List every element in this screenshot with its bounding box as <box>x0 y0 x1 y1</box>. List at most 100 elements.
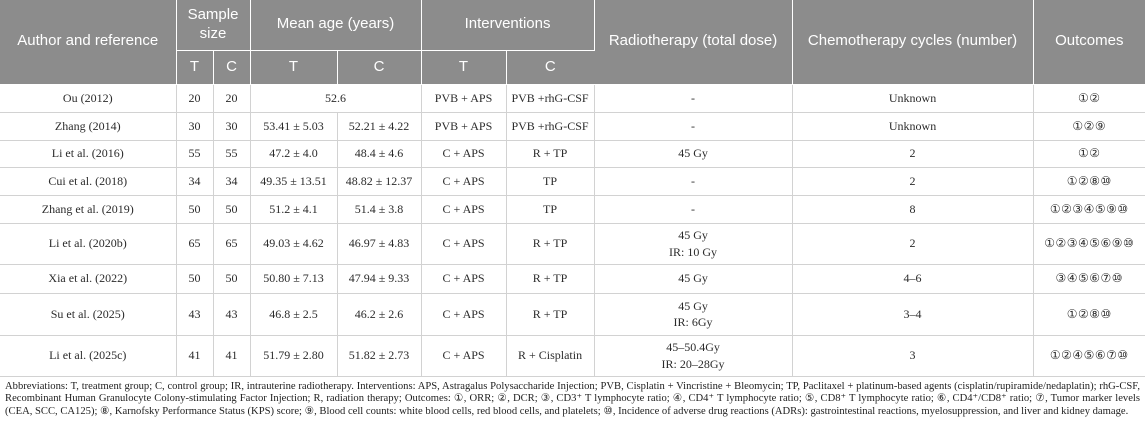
author-cell: Cui et al. (2018) <box>0 166 177 196</box>
age-t-cell: 49.03 ± 4.62 <box>249 222 338 265</box>
outcomes-cell: ①②⑧⑩ <box>1032 292 1145 336</box>
subheader-int-c: C <box>506 50 595 85</box>
intervention-t-cell: C + APS <box>420 334 507 377</box>
age-c-cell: 48.4 ± 4.6 <box>336 139 422 168</box>
outcomes-cell: ①② <box>1032 83 1145 113</box>
table-row: Xia et al. (2022) 50 50 50.80 ± 7.13 47.… <box>0 263 1145 294</box>
sample-t-cell: 43 <box>175 292 214 336</box>
abbreviations-footnote: Abbreviations: T, treatment group; C, co… <box>5 380 1140 418</box>
radiotherapy-cell: 45–50.4Gy IR: 20–28Gy <box>593 334 793 377</box>
chemo-cycles-cell: Unknown <box>791 111 1034 141</box>
chemo-cycles-cell: 8 <box>791 194 1034 224</box>
header-outcomes: Outcomes <box>1033 0 1145 85</box>
sample-t-cell: 50 <box>175 194 214 224</box>
radiotherapy-cell: - <box>593 194 793 224</box>
age-t-cell: 50.80 ± 7.13 <box>249 263 338 294</box>
age-c-cell: 52.21 ± 4.22 <box>336 111 422 141</box>
intervention-c-cell: PVB +rhG-CSF <box>505 83 595 113</box>
radiotherapy-cell: 45 Gy <box>593 139 793 168</box>
table-row: Li et al. (2016) 55 55 47.2 ± 4.0 48.4 ±… <box>0 139 1145 168</box>
intervention-t-cell: C + APS <box>420 292 507 336</box>
chemo-cycles-cell: 4–6 <box>791 263 1034 294</box>
chemo-cycles-cell: 3–4 <box>791 292 1034 336</box>
intervention-t-cell: C + APS <box>420 139 507 168</box>
sample-t-cell: 55 <box>175 139 214 168</box>
outcomes-cell: ①②③④⑤⑨⑩ <box>1032 194 1145 224</box>
intervention-c-cell: R + TP <box>505 139 595 168</box>
table-row: Zhang (2014) 30 30 53.41 ± 5.03 52.21 ± … <box>0 111 1145 141</box>
intervention-c-cell: R + Cisplatin <box>505 334 595 377</box>
outcomes-cell: ①② <box>1032 139 1145 168</box>
table-row: Li et al. (2020b) 65 65 49.03 ± 4.62 46.… <box>0 222 1145 265</box>
sample-c-cell: 30 <box>212 111 251 141</box>
intervention-c-cell: TP <box>505 194 595 224</box>
intervention-t-cell: C + APS <box>420 222 507 265</box>
sample-c-cell: 41 <box>212 334 251 377</box>
intervention-t-cell: PVB + APS <box>420 111 507 141</box>
age-t-cell: 47.2 ± 4.0 <box>249 139 338 168</box>
intervention-c-cell: TP <box>505 166 595 196</box>
table-row: Cui et al. (2018) 34 34 49.35 ± 13.51 48… <box>0 166 1145 196</box>
author-cell: Zhang (2014) <box>0 111 177 141</box>
radiotherapy-cell: 45 Gy IR: 10 Gy <box>593 222 793 265</box>
sample-c-cell: 50 <box>212 263 251 294</box>
age-t-cell: 51.79 ± 2.80 <box>249 334 338 377</box>
table-header: Author and reference Sample size Mean ag… <box>0 0 1145 85</box>
age-c-cell: 47.94 ± 9.33 <box>336 263 422 294</box>
radiotherapy-cell: 45 Gy IR: 6Gy <box>593 292 793 336</box>
age-t-cell: 49.35 ± 13.51 <box>249 166 338 196</box>
sample-c-cell: 50 <box>212 194 251 224</box>
chemo-cycles-cell: 2 <box>791 166 1034 196</box>
sample-c-cell: 43 <box>212 292 251 336</box>
chemo-cycles-cell: Unknown <box>791 83 1034 113</box>
author-cell: Su et al. (2025) <box>0 292 177 336</box>
table-row: Su et al. (2025) 43 43 46.8 ± 2.5 46.2 ±… <box>0 292 1145 336</box>
table-row: Li et al. (2025c) 41 41 51.79 ± 2.80 51.… <box>0 334 1145 377</box>
intervention-c-cell: R + TP <box>505 263 595 294</box>
header-mean-age: Mean age (years) <box>250 0 422 51</box>
chemo-cycles-cell: 2 <box>791 139 1034 168</box>
age-merged-cell: 52.6 <box>249 83 422 113</box>
radiotherapy-cell: - <box>593 111 793 141</box>
sample-c-cell: 34 <box>212 166 251 196</box>
outcomes-cell: ③④⑤⑥⑦⑩ <box>1032 263 1145 294</box>
intervention-c-cell: R + TP <box>505 292 595 336</box>
sample-t-cell: 50 <box>175 263 214 294</box>
table-body: Ou (2012) 20 20 52.6 PVB + APS PVB +rhG-… <box>0 83 1145 377</box>
author-cell: Ou (2012) <box>0 83 177 113</box>
subheader-age-c: C <box>337 50 422 85</box>
age-c-cell: 46.2 ± 2.6 <box>336 292 422 336</box>
author-cell: Li et al. (2016) <box>0 139 177 168</box>
header-radiotherapy: Radiotherapy (total dose) <box>594 0 793 85</box>
study-characteristics-table: Author and reference Sample size Mean ag… <box>0 0 1145 377</box>
intervention-c-cell: PVB +rhG-CSF <box>505 111 595 141</box>
sample-c-cell: 65 <box>212 222 251 265</box>
sample-t-cell: 41 <box>175 334 214 377</box>
header-sample-size: Sample size <box>176 0 251 51</box>
sample-t-cell: 30 <box>175 111 214 141</box>
intervention-c-cell: R + TP <box>505 222 595 265</box>
author-cell: Xia et al. (2022) <box>0 263 177 294</box>
intervention-t-cell: C + APS <box>420 194 507 224</box>
sample-c-cell: 20 <box>212 83 251 113</box>
table-row: Ou (2012) 20 20 52.6 PVB + APS PVB +rhG-… <box>0 83 1145 113</box>
header-author: Author and reference <box>0 0 177 85</box>
age-t-cell: 46.8 ± 2.5 <box>249 292 338 336</box>
sample-c-cell: 55 <box>212 139 251 168</box>
table-row: Zhang et al. (2019) 50 50 51.2 ± 4.1 51.… <box>0 194 1145 224</box>
author-cell: Zhang et al. (2019) <box>0 194 177 224</box>
outcomes-cell: ①②⑧⑩ <box>1032 166 1145 196</box>
age-c-cell: 46.97 ± 4.83 <box>336 222 422 265</box>
subheader-int-t: T <box>421 50 507 85</box>
subheader-age-t: T <box>250 50 338 85</box>
subheader-sample-c: C <box>213 50 251 85</box>
intervention-t-cell: PVB + APS <box>420 83 507 113</box>
subheader-sample-t: T <box>176 50 214 85</box>
radiotherapy-cell: 45 Gy <box>593 263 793 294</box>
header-interventions: Interventions <box>421 0 595 51</box>
author-cell: Li et al. (2020b) <box>0 222 177 265</box>
intervention-t-cell: C + APS <box>420 263 507 294</box>
sample-t-cell: 65 <box>175 222 214 265</box>
radiotherapy-cell: - <box>593 83 793 113</box>
